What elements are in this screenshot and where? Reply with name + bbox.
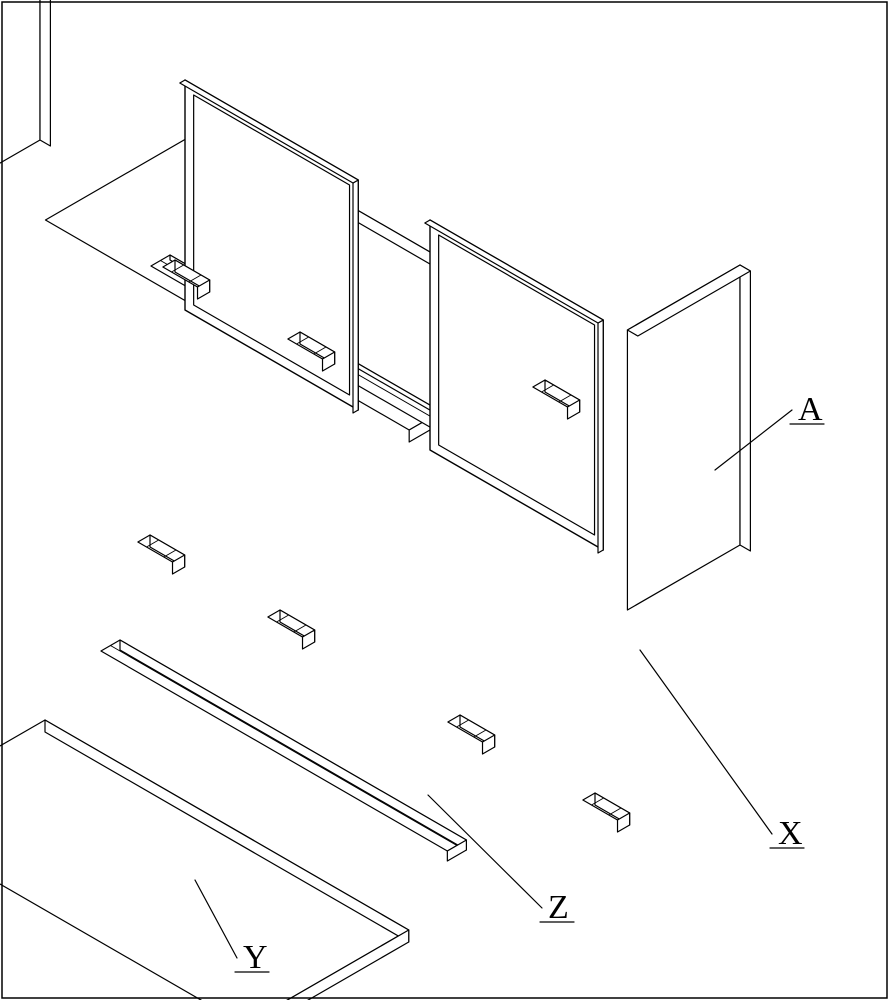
svg-text:Z: Z xyxy=(548,889,569,926)
svg-text:A: A xyxy=(798,391,823,428)
exploded-view-diagram: A X Z Y xyxy=(0,0,889,1000)
svg-text:X: X xyxy=(778,815,803,852)
svg-text:Y: Y xyxy=(243,939,268,976)
